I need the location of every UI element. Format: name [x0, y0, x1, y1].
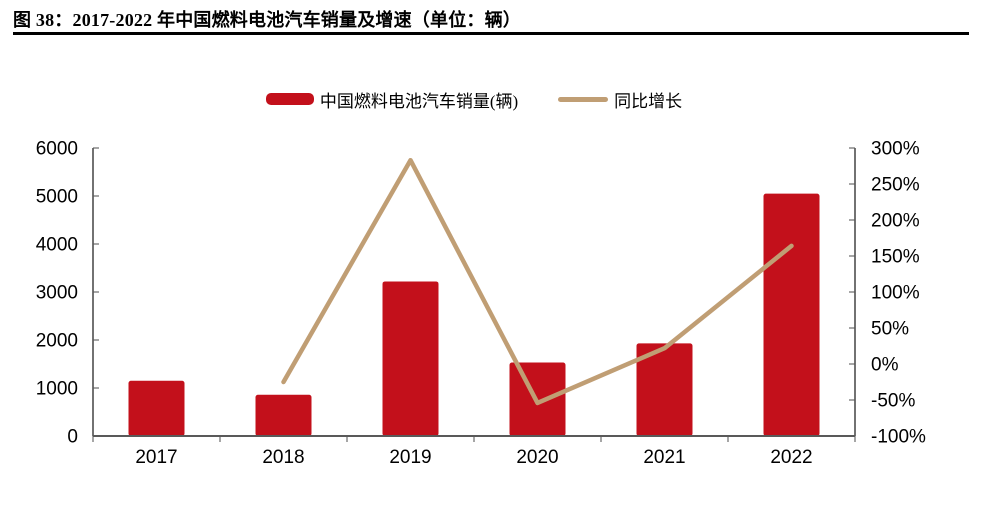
y-right-tick-label: -100%	[871, 427, 926, 448]
sales-bar-2022	[763, 193, 820, 436]
chart-legend: 中国燃料电池汽车销量(辆) 同比增长	[93, 87, 855, 111]
x-tick-label-2021: 2021	[643, 447, 685, 468]
x-tick-label-2022: 2022	[770, 447, 812, 468]
sales-bar-2019	[382, 281, 439, 436]
y-left-tick-label: 1000	[36, 379, 78, 400]
growth-line	[281, 157, 794, 406]
y-left-tick-label: 4000	[36, 235, 78, 256]
y-right-tick-label: 200%	[871, 211, 920, 232]
x-tick-label-2018: 2018	[262, 447, 304, 468]
sales-bar-2017	[128, 380, 185, 436]
sales-legend-label: 中国燃料电池汽车销量(辆)	[319, 91, 519, 111]
y-left-tick-label: 3000	[36, 283, 78, 304]
y-right-tick-label: -50%	[871, 391, 915, 412]
y-right-tick-label: 250%	[871, 175, 920, 196]
x-tick-label-2017: 2017	[135, 447, 177, 468]
legend-item-sales: 中国燃料电池汽车销量(辆)	[265, 87, 519, 112]
y-right-tick-label: 150%	[871, 247, 920, 268]
y-right-tick-label: 100%	[871, 283, 920, 304]
sales-bar-2021	[636, 343, 693, 436]
title-divider	[13, 32, 969, 35]
y-right-tick-label: 300%	[871, 139, 920, 160]
y-right-tick-label: 50%	[871, 319, 909, 340]
growth-legend-swatch	[558, 96, 609, 102]
y-left-tick-label: 2000	[36, 331, 78, 352]
y-left-tick-label: 0	[67, 427, 78, 448]
legend-item-growth: 同比增长	[558, 87, 682, 112]
x-tick-label-2020: 2020	[516, 447, 558, 468]
x-tick-label-2019: 2019	[389, 447, 431, 468]
growth-legend-label: 同比增长	[614, 91, 683, 111]
y-right-tick-label: 0%	[871, 355, 899, 376]
y-left-tick-label: 6000	[36, 139, 78, 160]
sales-legend-swatch	[265, 93, 314, 105]
y-left-tick-label: 5000	[36, 187, 78, 208]
figure-title: 图 38：2017-2022 年中国燃料电池汽车销量及增速（单位：辆）	[13, 10, 521, 30]
sales-bar-2018	[255, 394, 312, 436]
